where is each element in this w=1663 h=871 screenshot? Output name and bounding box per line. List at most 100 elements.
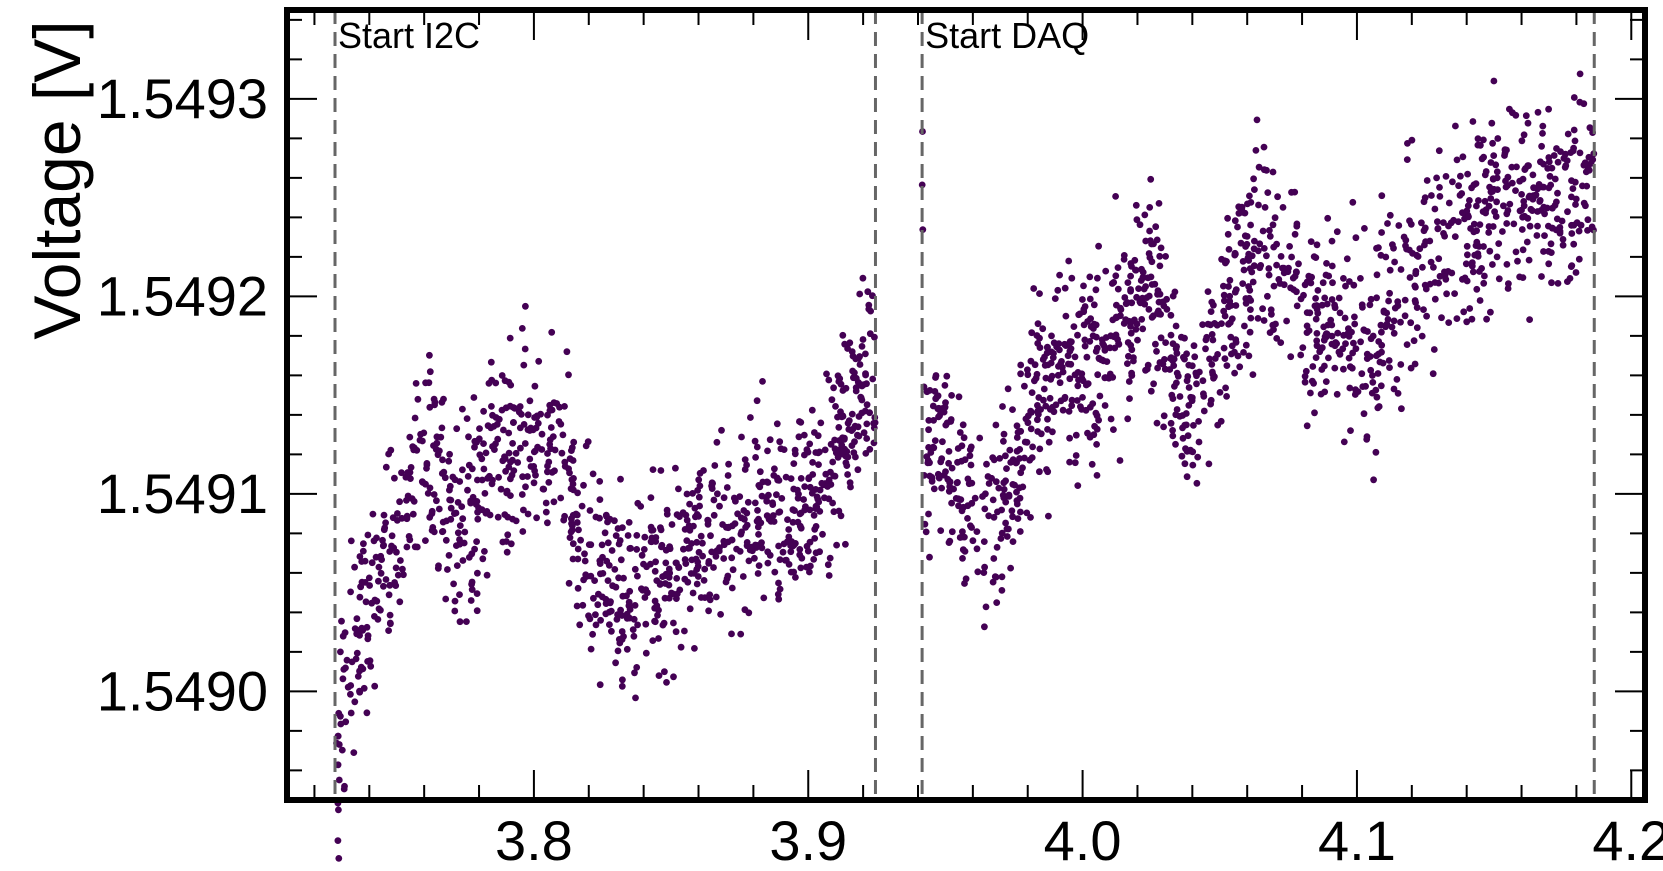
- data-point: [1440, 219, 1447, 227]
- data-point: [548, 406, 556, 414]
- data-point: [1520, 202, 1528, 210]
- data-point: [932, 372, 940, 379]
- data-point: [1150, 380, 1157, 388]
- data-point: [527, 463, 535, 470]
- data-point: [1068, 402, 1076, 410]
- data-point: [1139, 325, 1147, 333]
- data-point: [1151, 280, 1159, 288]
- data-point: [1090, 301, 1098, 309]
- data-point: [1066, 375, 1074, 383]
- data-point: [981, 505, 989, 513]
- data-point: [611, 566, 619, 573]
- data-point: [924, 459, 932, 467]
- data-point: [1545, 248, 1552, 255]
- data-point: [1226, 292, 1234, 300]
- data-point: [1383, 320, 1391, 328]
- data-point: [365, 574, 373, 582]
- data-point: [1325, 354, 1332, 362]
- data-point: [1033, 332, 1041, 339]
- data-point: [967, 522, 974, 530]
- data-point: [1494, 186, 1501, 194]
- data-point: [755, 531, 762, 538]
- data-point: [1225, 303, 1232, 311]
- data-point: [433, 439, 441, 447]
- data-point: [1132, 325, 1140, 333]
- data-point: [862, 371, 869, 379]
- data-point: [382, 519, 389, 527]
- data-point: [1050, 408, 1058, 416]
- data-point: [859, 274, 867, 282]
- data-point: [1512, 111, 1520, 119]
- data-point: [821, 494, 828, 502]
- data-point: [487, 358, 495, 366]
- data-point: [680, 545, 687, 553]
- data-point: [1449, 178, 1456, 186]
- data-point: [1044, 415, 1051, 423]
- data-point: [569, 555, 577, 563]
- data-point: [1249, 371, 1257, 378]
- data-point: [1191, 353, 1199, 361]
- data-point: [481, 548, 488, 555]
- data-point: [1277, 253, 1285, 260]
- data-point: [1193, 479, 1201, 487]
- data-point: [983, 460, 990, 468]
- data-point: [1007, 564, 1014, 572]
- data-point: [604, 539, 612, 547]
- y-tick-label: 1.5493: [97, 67, 268, 130]
- data-point: [1540, 248, 1547, 255]
- data-point: [842, 540, 849, 548]
- data-point: [1264, 189, 1272, 197]
- data-point: [755, 482, 763, 489]
- data-point: [1571, 178, 1579, 186]
- data-point: [1466, 197, 1473, 204]
- data-point: [959, 546, 967, 554]
- data-point: [1431, 279, 1439, 286]
- data-point: [804, 547, 812, 555]
- data-point: [1159, 298, 1167, 306]
- data-point: [1146, 227, 1153, 235]
- data-point: [796, 510, 804, 518]
- x-tick-label: 4.1: [1318, 809, 1396, 871]
- data-point: [1350, 339, 1357, 347]
- data-point: [720, 494, 728, 502]
- data-point: [1096, 392, 1104, 400]
- data-point: [474, 515, 482, 523]
- data-point: [862, 450, 870, 457]
- data-point: [748, 543, 755, 551]
- data-point: [422, 379, 429, 387]
- data-point: [406, 433, 414, 441]
- data-point: [446, 450, 453, 458]
- data-point: [863, 435, 871, 442]
- data-point: [713, 547, 721, 555]
- data-point: [1359, 383, 1367, 390]
- data-point: [608, 547, 616, 554]
- data-point: [1470, 220, 1478, 228]
- data-point: [1452, 122, 1459, 130]
- data-point: [1283, 317, 1290, 325]
- data-point: [1204, 320, 1212, 328]
- data-point: [752, 454, 759, 461]
- data-point: [597, 570, 604, 578]
- data-point: [1178, 452, 1186, 460]
- data-point: [1224, 230, 1232, 238]
- data-point: [1006, 446, 1014, 454]
- data-point: [1274, 193, 1281, 201]
- data-point: [514, 459, 522, 466]
- data-point: [1340, 438, 1348, 446]
- data-point: [1260, 143, 1268, 151]
- data-point: [1155, 200, 1163, 207]
- data-point: [828, 396, 836, 404]
- data-point: [1246, 328, 1254, 336]
- data-point: [371, 682, 379, 690]
- data-point: [510, 419, 517, 426]
- data-point: [770, 518, 778, 525]
- data-point: [570, 438, 578, 446]
- data-point: [1526, 222, 1534, 230]
- data-point: [992, 478, 1000, 486]
- data-point: [1343, 255, 1351, 263]
- data-point: [505, 449, 513, 457]
- data-point: [468, 550, 476, 558]
- data-point: [456, 591, 463, 598]
- data-point: [996, 455, 1004, 462]
- data-point: [612, 532, 620, 539]
